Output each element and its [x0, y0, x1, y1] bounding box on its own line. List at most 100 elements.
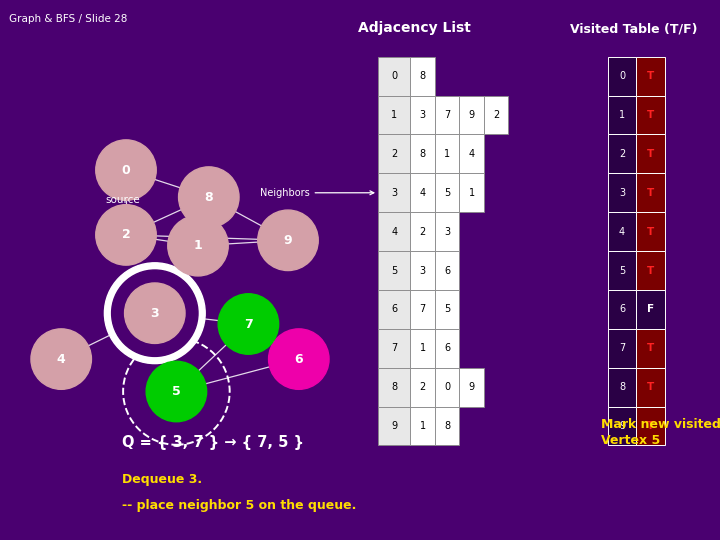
Ellipse shape — [269, 329, 329, 389]
Bar — [636, 368, 665, 407]
Text: 8: 8 — [204, 191, 213, 204]
Bar — [608, 368, 636, 407]
Text: 3: 3 — [420, 266, 426, 275]
Bar — [410, 251, 435, 290]
Bar — [608, 290, 636, 329]
Bar — [608, 251, 636, 290]
Ellipse shape — [179, 167, 239, 227]
Bar — [636, 251, 665, 290]
Text: 5: 5 — [444, 305, 450, 314]
Bar — [636, 173, 665, 212]
Bar — [608, 134, 636, 173]
Text: 1: 1 — [420, 421, 426, 431]
Text: source: source — [105, 195, 140, 205]
Text: 6: 6 — [391, 305, 397, 314]
Bar — [410, 96, 435, 134]
Ellipse shape — [31, 329, 91, 389]
Text: 6: 6 — [444, 343, 450, 353]
Bar — [435, 134, 459, 173]
Bar — [435, 96, 459, 134]
Text: 8: 8 — [619, 382, 625, 392]
Bar — [378, 57, 410, 96]
Text: 4: 4 — [391, 227, 397, 237]
Text: 0: 0 — [391, 71, 397, 81]
Text: 3: 3 — [150, 307, 159, 320]
Ellipse shape — [96, 140, 156, 200]
Bar — [410, 368, 435, 407]
Text: T: T — [647, 110, 654, 120]
Bar — [636, 134, 665, 173]
Text: 5: 5 — [172, 385, 181, 398]
Text: Mark new visited
Vertex 5: Mark new visited Vertex 5 — [601, 418, 720, 447]
Text: 8: 8 — [420, 71, 426, 81]
Text: 4: 4 — [469, 149, 474, 159]
Ellipse shape — [125, 283, 185, 343]
Text: 7: 7 — [244, 318, 253, 330]
Bar — [435, 290, 459, 329]
Bar — [608, 173, 636, 212]
Bar — [435, 173, 459, 212]
Bar — [378, 251, 410, 290]
Bar — [378, 173, 410, 212]
Text: Dequeue 3.: Dequeue 3. — [122, 472, 202, 485]
Text: 2: 2 — [493, 110, 499, 120]
Bar — [459, 134, 484, 173]
Text: T: T — [647, 421, 654, 431]
Text: 4: 4 — [420, 188, 426, 198]
Bar — [608, 57, 636, 96]
Text: 5: 5 — [391, 266, 397, 275]
Text: 9: 9 — [469, 110, 474, 120]
Bar — [435, 212, 459, 251]
Bar — [608, 407, 636, 446]
Text: 8: 8 — [420, 149, 426, 159]
Bar — [608, 212, 636, 251]
Text: Visited Table (T/F): Visited Table (T/F) — [570, 22, 698, 35]
Text: 2: 2 — [122, 228, 130, 241]
Text: Q = { 3, 7 } → { 7, 5 }: Q = { 3, 7 } → { 7, 5 } — [122, 435, 305, 450]
Ellipse shape — [218, 294, 279, 354]
Text: 4: 4 — [57, 353, 66, 366]
Text: 6: 6 — [444, 266, 450, 275]
Text: T: T — [647, 149, 654, 159]
Text: 2: 2 — [391, 149, 397, 159]
Text: 9: 9 — [469, 382, 474, 392]
Bar — [435, 407, 459, 446]
Bar — [636, 212, 665, 251]
Bar — [410, 407, 435, 446]
Bar — [484, 96, 508, 134]
Ellipse shape — [258, 210, 318, 271]
Text: 1: 1 — [444, 149, 450, 159]
Bar — [636, 57, 665, 96]
Text: 6: 6 — [294, 353, 303, 366]
Text: 3: 3 — [444, 227, 450, 237]
Bar — [410, 173, 435, 212]
Text: 5: 5 — [444, 188, 450, 198]
Text: 9: 9 — [619, 421, 625, 431]
Text: 2: 2 — [619, 149, 625, 159]
Text: 5: 5 — [619, 266, 625, 275]
Bar — [459, 368, 484, 407]
Bar — [636, 407, 665, 446]
Text: 9: 9 — [391, 421, 397, 431]
Text: 2: 2 — [420, 382, 426, 392]
Text: T: T — [647, 71, 654, 81]
Bar — [435, 251, 459, 290]
Text: T: T — [647, 382, 654, 392]
Ellipse shape — [146, 361, 207, 422]
Text: -- place neighbor 5 on the queue.: -- place neighbor 5 on the queue. — [122, 500, 357, 512]
Text: 7: 7 — [444, 110, 450, 120]
Bar — [608, 96, 636, 134]
Text: 1: 1 — [194, 239, 202, 252]
Text: 9: 9 — [284, 234, 292, 247]
Text: T: T — [647, 227, 654, 237]
Bar — [410, 290, 435, 329]
Text: 3: 3 — [619, 188, 625, 198]
Bar — [459, 96, 484, 134]
Text: 8: 8 — [391, 382, 397, 392]
Bar — [636, 290, 665, 329]
Text: 6: 6 — [619, 305, 625, 314]
Text: 1: 1 — [420, 343, 426, 353]
Bar — [378, 96, 410, 134]
Text: 7: 7 — [619, 343, 625, 353]
Text: T: T — [647, 343, 654, 353]
